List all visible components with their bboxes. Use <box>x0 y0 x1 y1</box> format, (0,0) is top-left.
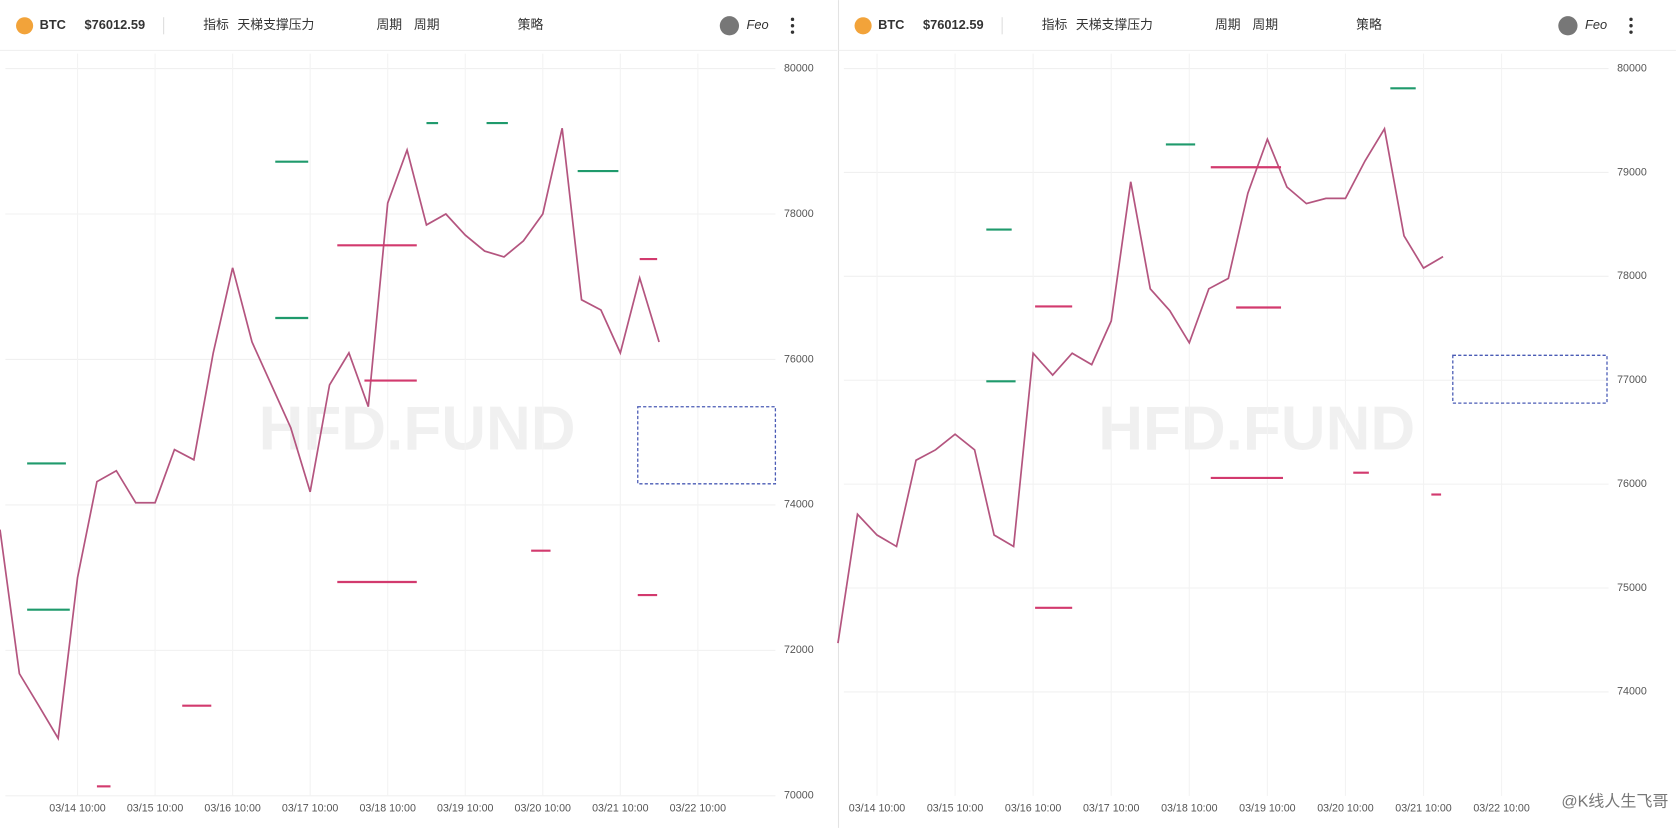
menu-item[interactable]: 天梯支撑压力 <box>1076 17 1153 32</box>
watermark: HFD.FUND <box>1098 395 1415 464</box>
account[interactable]: Feo <box>747 17 769 32</box>
menu-item[interactable]: 周期 <box>1215 17 1241 32</box>
symbol[interactable]: BTC <box>878 17 904 32</box>
y-tick-label: 75000 <box>1617 582 1647 594</box>
price-line <box>0 127 660 741</box>
y-tick-label: 78000 <box>784 208 814 220</box>
y-tick-label: 76000 <box>1617 478 1647 490</box>
y-tick-label: 72000 <box>784 644 814 656</box>
menu-item[interactable]: 周期 <box>414 17 440 32</box>
y-tick-label: 74000 <box>784 499 814 511</box>
symbol[interactable]: BTC <box>40 17 66 32</box>
x-tick-label: 03/14 10:00 <box>49 802 106 814</box>
x-tick-label: 03/19 10:00 <box>437 802 494 814</box>
price-line <box>837 126 1444 644</box>
menu-dot <box>790 24 795 28</box>
menu-item[interactable]: 指标 <box>1042 17 1068 32</box>
menu-dot <box>1629 24 1633 28</box>
menu-item[interactable]: 指标 <box>203 17 229 32</box>
x-tick-label: 03/16 10:00 <box>204 802 261 814</box>
x-tick-label: 03/18 10:00 <box>1161 802 1218 814</box>
menu-dot <box>790 30 795 34</box>
zone-box <box>637 406 777 485</box>
zone-box <box>1452 354 1608 404</box>
x-tick-label: 03/16 10:00 <box>1005 802 1062 814</box>
x-tick-label: 03/17 10:00 <box>282 802 339 814</box>
y-tick-label: 77000 <box>1617 374 1647 386</box>
x-tick-label: 03/20 10:00 <box>515 802 572 814</box>
y-tick-label: 78000 <box>1617 270 1647 282</box>
coin-icon <box>16 17 34 35</box>
coin-icon <box>854 17 872 35</box>
menu-item[interactable]: 策略 <box>518 17 544 32</box>
y-tick-label: 79000 <box>1617 166 1647 178</box>
x-tick-label: 03/21 10:00 <box>1395 802 1452 814</box>
menu-item[interactable]: 周期 <box>376 17 402 32</box>
account[interactable]: Feo <box>1585 17 1607 32</box>
menu-item[interactable]: 天梯支撑压力 <box>237 17 314 32</box>
x-tick-label: 03/14 10:00 <box>849 802 906 814</box>
menu-dot <box>1629 17 1633 22</box>
avatar <box>719 16 740 36</box>
x-tick-label: 03/22 10:00 <box>1473 802 1530 814</box>
x-tick-label: 03/19 10:00 <box>1239 802 1296 814</box>
x-tick-label: 03/15 10:00 <box>127 802 184 814</box>
x-tick-label: 03/21 10:00 <box>592 802 649 814</box>
watermark: HFD.FUND <box>259 395 576 464</box>
price: $76012.59 <box>84 17 145 32</box>
avatar <box>1558 16 1578 36</box>
menu-item[interactable]: 策略 <box>1356 17 1382 32</box>
price: $76012.59 <box>923 17 984 32</box>
y-tick-label: 74000 <box>1617 686 1647 698</box>
y-tick-label: 80000 <box>784 62 814 74</box>
menu-dot <box>1629 30 1633 34</box>
credit: @K线人生飞哥 <box>1561 792 1668 810</box>
menu-item[interactable]: 周期 <box>1252 17 1278 32</box>
y-tick-label: 80000 <box>1617 62 1647 74</box>
y-tick-label: 76000 <box>784 353 814 365</box>
x-tick-label: 03/22 10:00 <box>670 802 727 814</box>
menu-dot <box>790 17 795 22</box>
y-tick-label: 70000 <box>784 790 814 802</box>
x-tick-label: 03/20 10:00 <box>1317 802 1374 814</box>
x-tick-label: 03/15 10:00 <box>927 802 984 814</box>
x-tick-label: 03/18 10:00 <box>359 802 416 814</box>
x-tick-label: 03/17 10:00 <box>1083 802 1140 814</box>
